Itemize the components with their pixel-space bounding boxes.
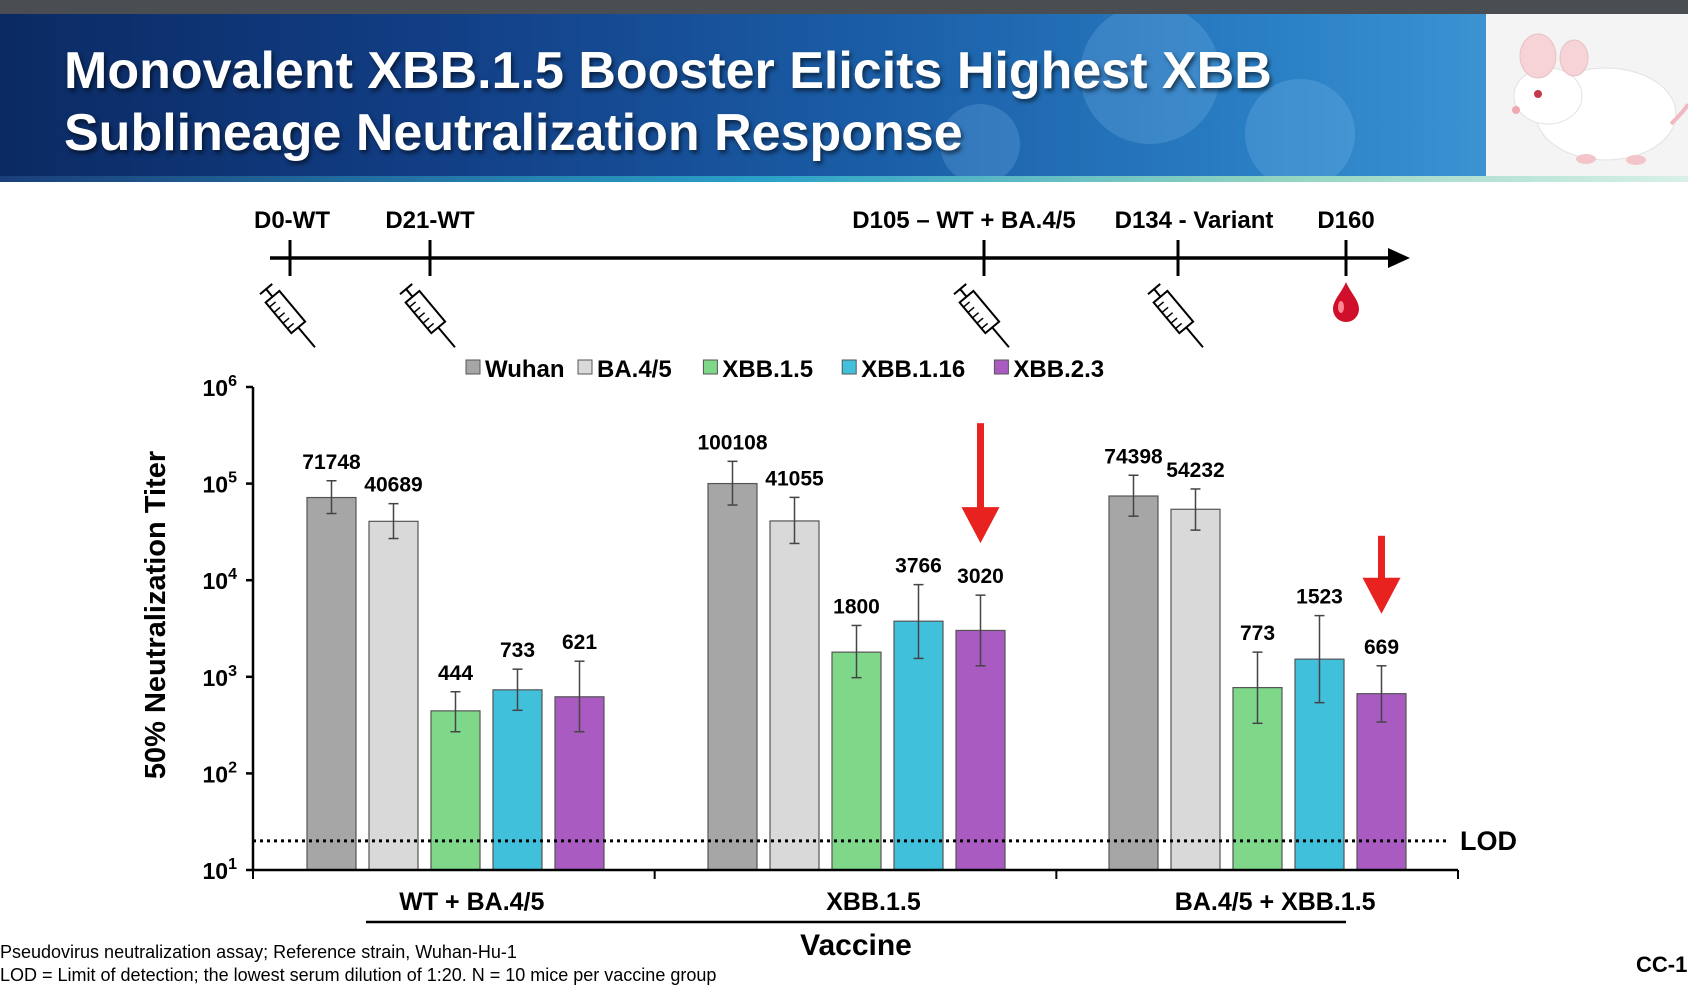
timeline-label: D134 - Variant <box>1115 207 1274 234</box>
banner-texture <box>940 14 1355 176</box>
title-banner: Monovalent XBB.1.5 Booster Elicits Highe… <box>0 14 1486 176</box>
title-line-2: Sublineage Neutralization Response <box>64 104 963 162</box>
bar-xbb-1-5 <box>430 710 481 871</box>
timeline: D0-WT D21-WT D105 – WT + BA.4/5 D134 - Vari… <box>254 207 1410 348</box>
syringe-icon <box>399 283 456 348</box>
bar-ba-4-5 <box>769 520 820 871</box>
y-tick-label: 106 <box>203 373 238 401</box>
legend-swatch <box>465 359 481 375</box>
red-arrow-shaft <box>977 423 984 510</box>
x-axis: WT + BA.4/5 XBB.1.5 BA.4/5 + XBB.1.5 LOD <box>252 826 1517 924</box>
legend-label: XBB.2.3 <box>1013 356 1104 383</box>
x-axis-title: Vaccine <box>800 929 912 962</box>
legend-swatch <box>993 359 1009 375</box>
top-bar <box>0 0 1688 14</box>
bar-xbb-1-16 <box>893 620 944 871</box>
timeline-label: D0-WT <box>254 207 330 234</box>
y-tick-label: 104 <box>203 566 238 594</box>
data-label: 3020 <box>957 565 1004 588</box>
data-label: 733 <box>500 639 535 662</box>
data-label: 71748 <box>302 451 361 474</box>
annotations <box>961 423 1401 614</box>
y-tick-label: 102 <box>203 759 238 787</box>
data-label: 3766 <box>895 555 942 578</box>
data-label: 74398 <box>1104 445 1163 468</box>
legend-label: XBB.1.16 <box>861 356 965 383</box>
bar-xbb-1-16 <box>492 689 543 871</box>
legend-label: Wuhan <box>485 356 565 383</box>
footnote-lod: LOD = Limit of detection; the lowest ser… <box>0 965 717 985</box>
y-tick-label: 101 <box>203 856 238 884</box>
footnote-assay: Pseudovirus neutralization assay; Refere… <box>0 942 517 962</box>
y-tick-label: 105 <box>203 470 238 498</box>
timeline-arrowhead <box>1388 248 1410 268</box>
banner-accent-stripe <box>0 176 1688 182</box>
x-tick-label: BA.4/5 + XBB.1.5 <box>1175 888 1376 916</box>
bar-xbb-1-5 <box>831 651 882 871</box>
legend-label: BA.4/5 <box>597 356 672 383</box>
y-axis-title: 50% Neutralization Titer <box>140 451 172 779</box>
y-axis: 101 102 103 104 105 106 <box>203 373 255 884</box>
title-line-1: Monovalent XBB.1.5 Booster Elicits Highe… <box>64 42 1272 100</box>
legend-label: XBB.1.5 <box>722 356 813 383</box>
bar-ba-4-5 <box>368 520 419 871</box>
syringe-icon <box>1147 283 1204 348</box>
syringe-icon <box>953 283 1010 348</box>
legend-swatch <box>577 359 593 375</box>
y-tick-label: 103 <box>203 663 238 691</box>
timeline-label: D160 <box>1317 207 1374 234</box>
legend-swatch <box>841 359 857 375</box>
red-arrow-shaft <box>1378 535 1385 580</box>
syringe-icon <box>259 283 316 348</box>
bar-wuhan <box>306 496 357 871</box>
x-tick-label: XBB.1.5 <box>826 888 921 916</box>
lod-label: LOD <box>1460 826 1517 856</box>
data-label: 773 <box>1240 622 1275 645</box>
data-label: 54232 <box>1166 459 1224 482</box>
blood-drop-highlight <box>1338 301 1344 313</box>
bars-group: 71748 100108 74398 40689 41055 54232 444 1800 77… <box>302 431 1407 871</box>
bar-wuhan <box>707 482 758 871</box>
bar-wuhan <box>1108 495 1159 871</box>
data-label: 669 <box>1364 636 1399 659</box>
data-label: 1523 <box>1296 586 1343 609</box>
chart-legend: Wuhan BA.4/5 XBB.1.5 XBB.1.16 XBB.2.3 <box>465 356 1104 383</box>
timeline-label: D105 – WT + BA.4/5 <box>852 207 1075 234</box>
bar-xbb-2-3 <box>955 629 1006 871</box>
slide-number: CC-1 <box>1636 952 1688 977</box>
data-label: 41055 <box>765 467 824 490</box>
bar-ba-4-5 <box>1170 508 1221 871</box>
slide-title: Monovalent XBB.1.5 Booster Elicits Highe… <box>64 40 1464 164</box>
mouse-photo <box>1486 14 1688 176</box>
timeline-label: D21-WT <box>385 207 475 234</box>
data-label: 621 <box>562 631 597 654</box>
white-mouse-photo <box>1486 14 1688 176</box>
data-label: 100108 <box>697 431 767 454</box>
red-arrow-head <box>1362 577 1401 614</box>
red-arrow-head <box>961 507 1000 544</box>
x-tick-label: WT + BA.4/5 <box>399 888 544 916</box>
data-label: 40689 <box>364 474 422 497</box>
data-label: 444 <box>438 662 473 685</box>
data-label: 1800 <box>833 595 880 618</box>
legend-swatch <box>702 359 718 375</box>
